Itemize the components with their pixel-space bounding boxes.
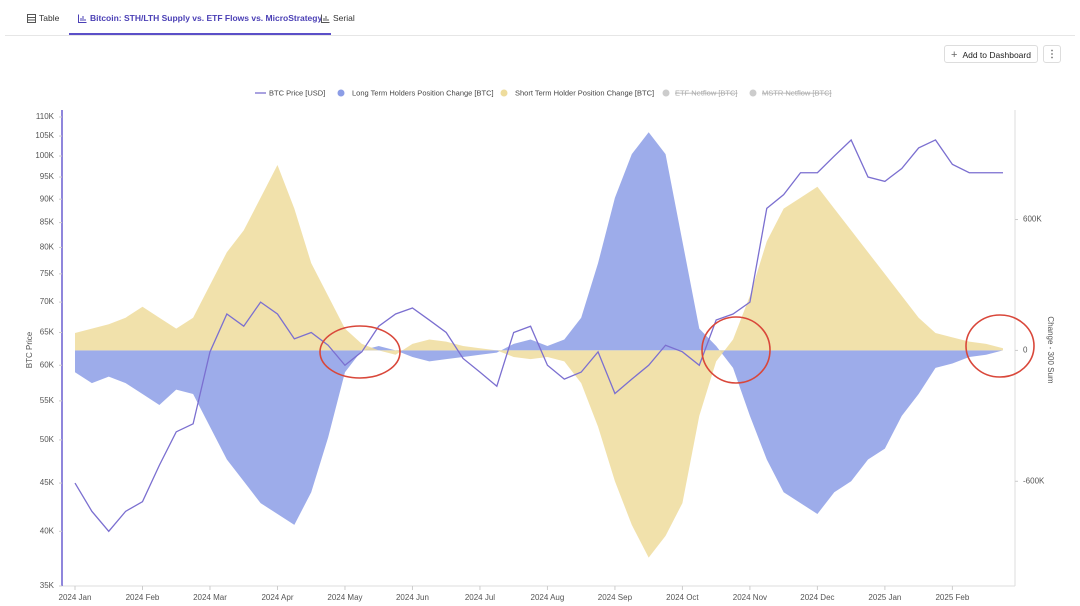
yticks-label: 95K [40, 172, 55, 181]
legend-label: Short Term Holder Position Change [BTC] [515, 88, 654, 97]
legend-swatch [749, 89, 757, 97]
table-icon [27, 14, 36, 23]
x-tick-label: 2024 Oct [666, 593, 699, 602]
tab[interactable]: Table [27, 0, 59, 35]
legend-swatch [337, 89, 345, 97]
area [75, 132, 1003, 525]
x-tick-label: 2024 Jan [59, 593, 92, 602]
yticks-label: 100K [35, 151, 54, 160]
x-tick-label: 2025 Feb [935, 593, 969, 602]
yticks-label: 50K [40, 435, 55, 444]
dots-icon [1051, 49, 1053, 59]
legend-label-hidden: MSTR Netflow [BTC] [762, 88, 832, 97]
legend-label: Long Term Holders Position Change [BTC] [352, 88, 494, 97]
yticks-label: 45K [40, 478, 55, 487]
yticks-label: 90K [40, 194, 55, 203]
add-to-dashboard[interactable]: + Add to Dashboard [944, 45, 1038, 63]
yticks-label: 65K [40, 328, 55, 337]
x-tick-label: 2024 Nov [733, 593, 767, 602]
yticks-label: 40K [40, 526, 55, 535]
highlight-circle [701, 316, 771, 384]
yticks-label: 85K [40, 218, 55, 227]
highlight-circle [965, 314, 1035, 378]
x-tick-label: 2024 May [327, 593, 362, 602]
annotations [319, 314, 1035, 384]
tab-bar: Table Bitcoin: STH/LTH Supply vs. ETF Fl… [5, 0, 1075, 36]
tab-label: Bitcoin: STH/LTH Supply vs. ETF Flows vs… [90, 13, 323, 23]
x-tick-label: 2024 Aug [531, 593, 565, 602]
legend-label: BTC Price [USD] [269, 88, 325, 97]
x-tick-label: 2025 Jan [868, 593, 901, 602]
y2ticks-label: 600K [1023, 215, 1042, 224]
more-menu[interactable] [1043, 45, 1061, 63]
y2-axis-title: Change - 300 Sum [1046, 316, 1055, 383]
plus-icon: + [951, 49, 958, 61]
yticks-label: 110K [36, 112, 55, 121]
y2ticks-label: 0 [1023, 346, 1028, 355]
chart-icon [321, 14, 330, 23]
legend-swatch [662, 89, 670, 97]
y2ticks-label: -600K [1023, 476, 1045, 485]
yticks-label: 55K [40, 396, 55, 405]
yticks-label: 75K [40, 269, 55, 278]
x-tick-label: 2024 Jun [396, 593, 429, 602]
x-tick-label: 2024 Sep [598, 593, 633, 602]
tab-label: Serial [333, 13, 355, 23]
yticks-label: 80K [40, 243, 55, 252]
legend-swatch [500, 89, 508, 97]
tab-label: Table [39, 13, 60, 23]
yticks-label: 35K [40, 581, 55, 590]
legend-label-hidden: ETF Netflow [BTC] [675, 88, 738, 97]
chart-icon [78, 14, 87, 23]
tab[interactable]: Serial [321, 0, 355, 35]
x-tick-label: 2024 Mar [193, 593, 227, 602]
tab[interactable]: Bitcoin: STH/LTH Supply vs. ETF Flows vs… [69, 0, 332, 35]
yticks-label: 105K [35, 131, 54, 140]
price-line [74, 138, 1003, 533]
button-label: Add to Dashboard [962, 50, 1031, 60]
x-tick-label: 2024 Jul [465, 593, 495, 602]
highlight-circle [319, 325, 401, 379]
area [75, 164, 1003, 558]
yticks-label: 70K [40, 297, 55, 306]
y-axis-title: BTC Price [25, 331, 34, 368]
plot-area [74, 132, 1003, 558]
yticks-label: 60K [40, 360, 55, 369]
x-tick-label: 2024 Apr [261, 593, 293, 602]
x-tick-label: 2024 Dec [800, 593, 834, 602]
x-tick-label: 2024 Feb [126, 593, 160, 602]
